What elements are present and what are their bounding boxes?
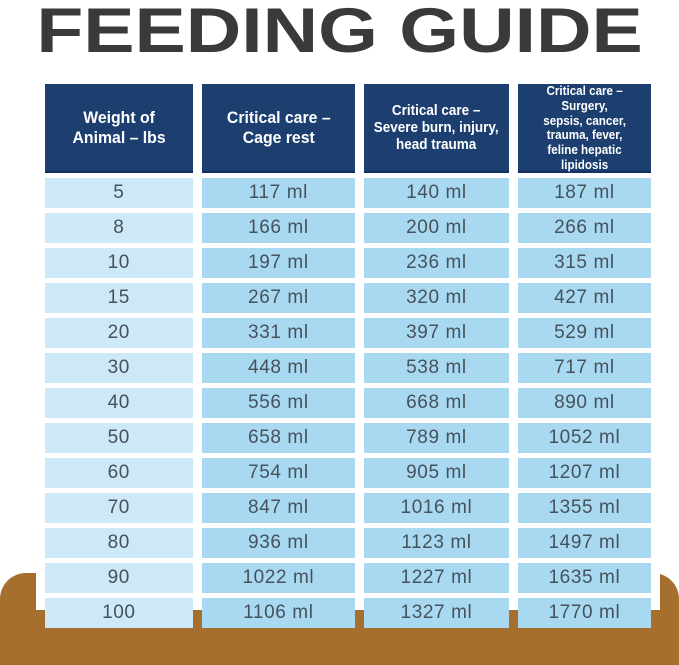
volume-cell: 397 ml — [364, 317, 509, 348]
volume-cell: 1635 ml — [517, 562, 651, 593]
table-row: 90 1022 ml 1227 ml 1635 ml — [45, 562, 651, 593]
weight-cell: 50 — [45, 422, 193, 453]
weight-cell: 30 — [45, 352, 193, 383]
table-row: 10 197 ml 236 ml 315 ml — [45, 247, 651, 278]
weight-cell: 20 — [45, 317, 193, 348]
weight-cell: 10 — [45, 247, 193, 278]
volume-cell: 847 ml — [201, 492, 356, 523]
volume-cell: 936 ml — [201, 527, 356, 558]
table-row: 70 847 ml 1016 ml 1355 ml — [45, 492, 651, 523]
volume-cell: 267 ml — [201, 282, 356, 313]
table-body: 5 117 ml 140 ml 187 ml 8 166 ml 200 ml 266 ml 10… — [45, 177, 651, 628]
volume-cell: 754 ml — [201, 457, 356, 488]
weight-cell: 5 — [45, 177, 193, 208]
weight-cell: 8 — [45, 212, 193, 243]
col-header-weight: Weight of Animal – lbs — [45, 84, 193, 173]
weight-cell: 100 — [45, 597, 193, 628]
table-row: 5 117 ml 140 ml 187 ml — [45, 177, 651, 208]
feeding-guide-table: Weight of Animal – lbs Critical care – C… — [36, 79, 660, 633]
table-row: 8 166 ml 200 ml 266 ml — [45, 212, 651, 243]
volume-cell: 1052 ml — [517, 422, 651, 453]
weight-cell: 60 — [45, 457, 193, 488]
table-row: 15 267 ml 320 ml 427 ml — [45, 282, 651, 313]
volume-cell: 1355 ml — [517, 492, 651, 523]
volume-cell: 905 ml — [364, 457, 509, 488]
volume-cell: 717 ml — [517, 352, 651, 383]
volume-cell: 200 ml — [364, 212, 509, 243]
page-title: FEEDING GUIDE — [0, 0, 679, 66]
col-header-cage-rest: Critical care – Cage rest — [201, 84, 356, 173]
volume-cell: 890 ml — [517, 387, 651, 418]
table-row: 60 754 ml 905 ml 1207 ml — [45, 457, 651, 488]
volume-cell: 1106 ml — [201, 597, 356, 628]
volume-cell: 197 ml — [201, 247, 356, 278]
volume-cell: 1016 ml — [364, 492, 509, 523]
table-row: 50 658 ml 789 ml 1052 ml — [45, 422, 651, 453]
volume-cell: 1497 ml — [517, 527, 651, 558]
volume-cell: 658 ml — [201, 422, 356, 453]
weight-cell: 70 — [45, 492, 193, 523]
header-row: Weight of Animal – lbs Critical care – C… — [45, 84, 651, 173]
volume-cell: 266 ml — [517, 212, 651, 243]
table-panel: Weight of Animal – lbs Critical care – C… — [36, 70, 660, 628]
volume-cell: 187 ml — [517, 177, 651, 208]
table-header: Weight of Animal – lbs Critical care – C… — [45, 84, 651, 173]
volume-cell: 1123 ml — [364, 527, 509, 558]
volume-cell: 1207 ml — [517, 457, 651, 488]
weight-cell: 15 — [45, 282, 193, 313]
volume-cell: 427 ml — [517, 282, 651, 313]
volume-cell: 556 ml — [201, 387, 356, 418]
weight-cell: 90 — [45, 562, 193, 593]
volume-cell: 1327 ml — [364, 597, 509, 628]
volume-cell: 529 ml — [517, 317, 651, 348]
volume-cell: 320 ml — [364, 282, 509, 313]
volume-cell: 1022 ml — [201, 562, 356, 593]
col-header-surgery-sepsis: Critical care – Surgery, sepsis, cancer,… — [517, 84, 651, 173]
volume-cell: 117 ml — [201, 177, 356, 208]
volume-cell: 1227 ml — [364, 562, 509, 593]
volume-cell: 789 ml — [364, 422, 509, 453]
weight-cell: 40 — [45, 387, 193, 418]
volume-cell: 668 ml — [364, 387, 509, 418]
table-row: 100 1106 ml 1327 ml 1770 ml — [45, 597, 651, 628]
volume-cell: 166 ml — [201, 212, 356, 243]
table-row: 20 331 ml 397 ml 529 ml — [45, 317, 651, 348]
page-title-text: FEEDING GUIDE — [36, 0, 643, 66]
volume-cell: 331 ml — [201, 317, 356, 348]
volume-cell: 448 ml — [201, 352, 356, 383]
volume-cell: 236 ml — [364, 247, 509, 278]
col-header-severe-burn: Critical care – Severe burn, injury, hea… — [364, 84, 509, 173]
volume-cell: 140 ml — [364, 177, 509, 208]
volume-cell: 538 ml — [364, 352, 509, 383]
volume-cell: 315 ml — [517, 247, 651, 278]
weight-cell: 80 — [45, 527, 193, 558]
table-row: 40 556 ml 668 ml 890 ml — [45, 387, 651, 418]
table-row: 80 936 ml 1123 ml 1497 ml — [45, 527, 651, 558]
table-row: 30 448 ml 538 ml 717 ml — [45, 352, 651, 383]
volume-cell: 1770 ml — [517, 597, 651, 628]
